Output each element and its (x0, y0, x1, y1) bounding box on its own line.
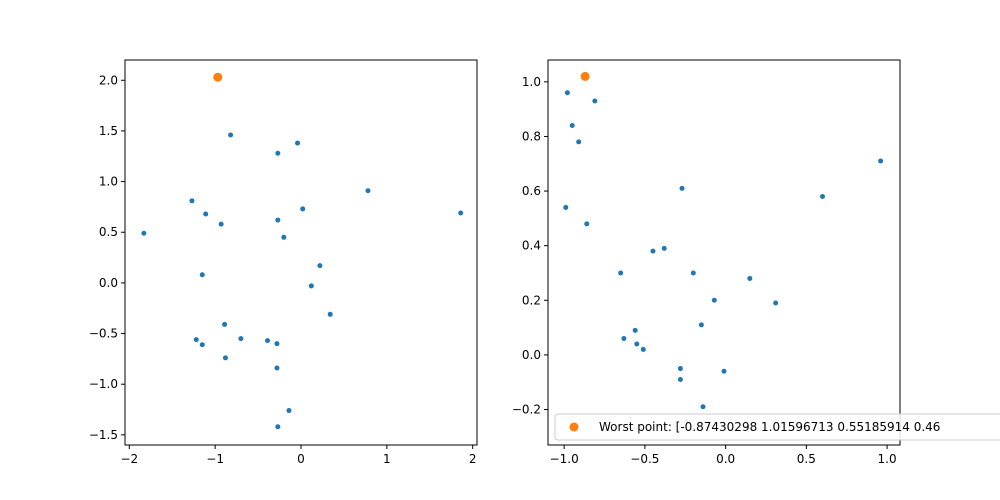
data-point (700, 404, 706, 410)
data-point (275, 150, 281, 156)
data-point (819, 194, 825, 200)
data-point (878, 158, 884, 164)
data-point (274, 365, 280, 371)
x-tick-label: −2 (120, 452, 138, 466)
data-point (308, 283, 314, 289)
data-point (199, 272, 205, 278)
axes-frame (547, 59, 901, 446)
y-tick-label: −1.0 (89, 377, 118, 391)
data-point (193, 337, 199, 343)
data-point (592, 98, 598, 104)
worst-point-marker (580, 71, 590, 81)
worst-point-marker (213, 72, 223, 82)
data-point (458, 210, 464, 216)
data-point (747, 275, 753, 281)
data-point (564, 90, 570, 96)
data-point (632, 327, 638, 333)
data-point (621, 336, 627, 342)
data-point (721, 368, 727, 374)
data-point (265, 338, 271, 344)
x-tick-label: 0.5 (797, 452, 816, 466)
data-point (618, 270, 624, 276)
y-tick-label: 1.0 (522, 75, 541, 89)
y-tick-label: 0.2 (522, 293, 541, 307)
x-tick-label: 1 (383, 452, 391, 466)
data-point (238, 336, 244, 342)
right-scatter-panel: −1.0 −0.5 0.0 0.5 1.0 −0.2 0.0 0.2 0.4 0.6 0.8 1.0 W… (512, 59, 1000, 466)
data-point (317, 263, 323, 269)
data-point (275, 424, 281, 430)
data-point (286, 408, 292, 414)
data-point (281, 234, 287, 240)
data-point (584, 221, 590, 227)
y-tick-label: 2.0 (99, 73, 118, 87)
data-point (228, 132, 234, 138)
x-tick-label: 0 (297, 452, 305, 466)
data-point (576, 139, 582, 145)
y-tick-label: 0.0 (522, 348, 541, 362)
data-point (679, 185, 685, 191)
data-point (274, 341, 280, 347)
data-point (634, 341, 640, 347)
data-point (640, 346, 646, 352)
data-point (141, 230, 147, 236)
data-point (677, 376, 683, 382)
data-point (773, 300, 779, 306)
y-tick-label: 0.5 (99, 225, 118, 239)
x-tick-label: 0.0 (716, 452, 735, 466)
x-tick-label: 1.0 (878, 452, 897, 466)
data-point (189, 198, 195, 204)
legend-marker (569, 422, 579, 432)
y-tick-label: 1.0 (99, 175, 118, 189)
y-tick-label: 1.5 (99, 124, 118, 138)
left-scatter-panel: −2 −1 0 1 2 −1.5 −1.0 −0.5 0.0 0.5 1.0 1.5 2.0 (89, 59, 478, 466)
data-point (563, 204, 569, 210)
data-point (327, 311, 333, 317)
y-tick-label: 0.4 (522, 239, 541, 253)
data-point (650, 248, 656, 254)
data-point (275, 217, 281, 223)
y-tick-label: 0.0 (99, 276, 118, 290)
legend-box (554, 413, 1000, 441)
y-tick-label: 0.8 (522, 129, 541, 143)
data-point (365, 188, 371, 194)
data-point (295, 140, 301, 146)
legend: Worst point: [-0.87430298 1.01596713 0.5… (554, 413, 1000, 441)
x-tick-label: −1.0 (550, 452, 579, 466)
data-point (199, 342, 205, 348)
data-point (690, 270, 696, 276)
data-point (218, 221, 224, 227)
data-point (222, 321, 228, 327)
x-tick-label: 2 (469, 452, 477, 466)
y-tick-label: −0.5 (89, 327, 118, 341)
data-point (203, 211, 209, 217)
x-tick-label: −1 (206, 452, 224, 466)
y-tick-label: −0.2 (512, 403, 541, 417)
data-point (698, 322, 704, 328)
data-point (222, 355, 228, 361)
y-tick-label: 0.6 (522, 184, 541, 198)
legend-label: Worst point: [-0.87430298 1.01596713 0.5… (599, 420, 940, 434)
data-point (661, 245, 667, 251)
data-point (300, 206, 306, 212)
y-tick-label: −1.5 (89, 428, 118, 442)
x-tick-label: −0.5 (630, 452, 659, 466)
data-point (677, 366, 683, 372)
data-point (569, 123, 575, 129)
data-point (711, 297, 717, 303)
